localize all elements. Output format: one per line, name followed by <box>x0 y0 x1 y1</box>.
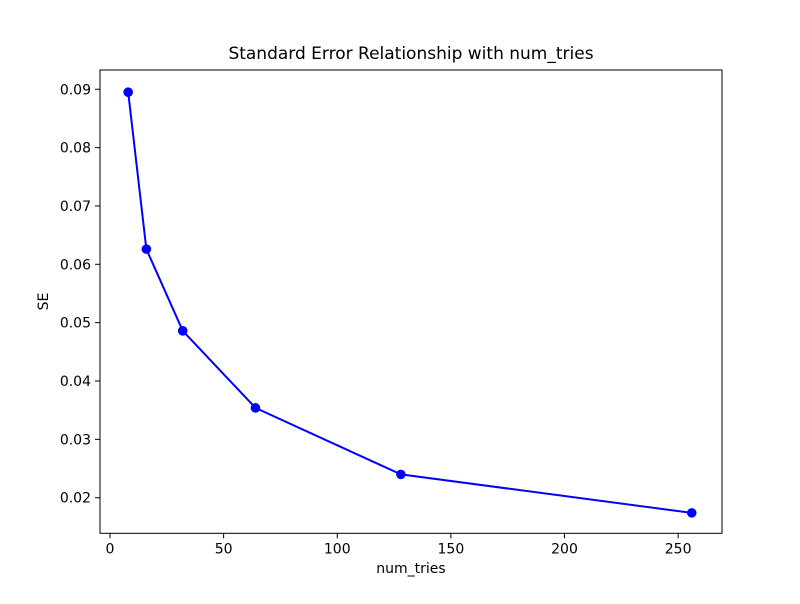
y-tick-label: 0.09 <box>60 82 91 98</box>
y-axis-label: SE <box>36 293 52 311</box>
chart-title: Standard Error Relationship with num_tri… <box>228 44 593 64</box>
data-point <box>686 508 697 518</box>
y-tick-label: 0.06 <box>60 257 91 273</box>
x-tick-label: 0 <box>106 541 115 557</box>
y-tick-label: 0.08 <box>60 141 91 157</box>
x-tick-label: 200 <box>551 541 578 557</box>
axes-frame <box>99 69 723 534</box>
x-tick-label: 50 <box>215 541 233 557</box>
x-tick-label: 100 <box>324 541 351 557</box>
y-tick-label: 0.04 <box>60 374 91 390</box>
data-point <box>141 244 152 254</box>
y-tick-label: 0.07 <box>60 199 91 215</box>
data-point <box>250 403 261 413</box>
data-point <box>177 326 188 336</box>
data-point <box>123 87 133 97</box>
y-tick-label: 0.02 <box>60 491 91 507</box>
y-tick-label: 0.05 <box>60 316 91 332</box>
x-axis-label: num_tries <box>376 561 445 577</box>
plot-area: 0 50 100 150 200 250 0.02 0.03 0.04 0.05 0.06 0.07 0… <box>60 69 723 557</box>
x-tick-label: 150 <box>438 541 465 557</box>
data-line <box>127 91 693 514</box>
y-tick-label: 0.03 <box>60 432 91 448</box>
x-tick-label: 250 <box>665 541 692 557</box>
data-point <box>396 469 406 480</box>
